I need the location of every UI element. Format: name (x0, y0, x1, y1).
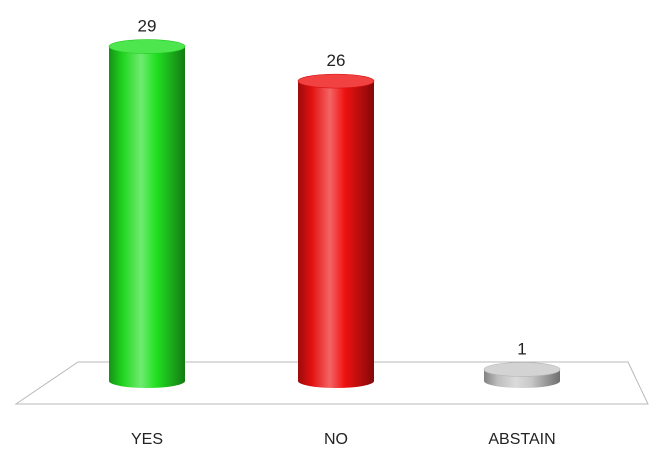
bar-abstain-top (483, 362, 561, 377)
bar-abstain (483, 362, 561, 388)
category-label-yes: YES (131, 431, 163, 448)
bar-yes (108, 39, 186, 389)
bar-yes-body (109, 46, 185, 389)
value-label-abstain: 1 (517, 339, 526, 358)
category-label-abstain: ABSTAIN (488, 431, 555, 448)
bar-no (297, 73, 375, 388)
bar-no-top (297, 73, 375, 89)
value-label-no: 26 (327, 51, 346, 70)
bar-no-body (298, 81, 374, 388)
bar-yes-top (108, 39, 186, 54)
value-label-yes: 29 (138, 17, 157, 36)
category-label-no: NO (324, 431, 348, 448)
